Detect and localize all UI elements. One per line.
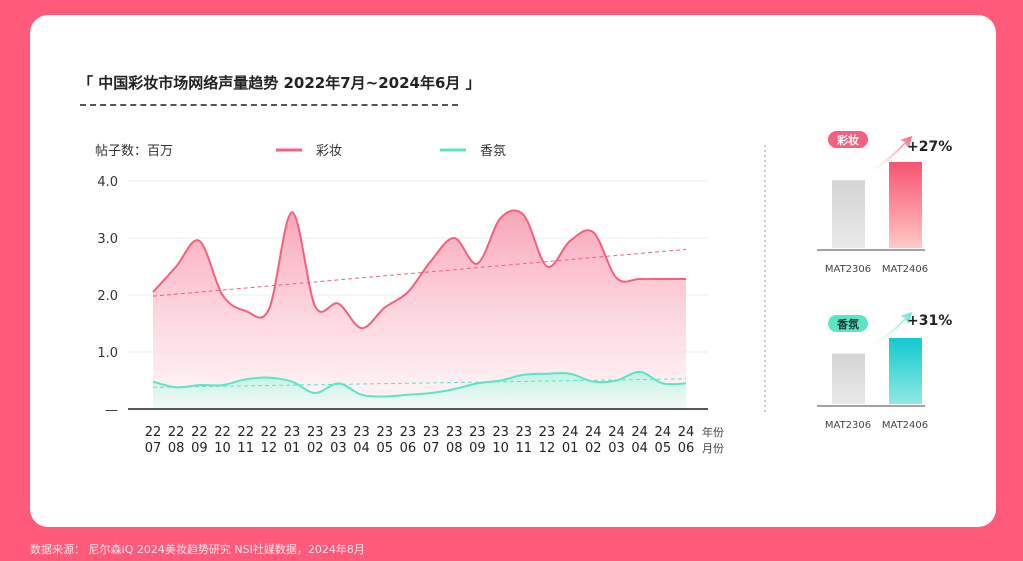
x-tick-month: 04 bbox=[353, 441, 370, 456]
x-tick-month: 06 bbox=[678, 441, 695, 456]
x-tick-year: 24 bbox=[608, 425, 625, 440]
x-tick-month: 08 bbox=[168, 441, 185, 456]
x-axis-ticks: 2207220822092210221122122301230223032304… bbox=[145, 425, 695, 456]
change-makeup: +27% bbox=[907, 139, 952, 155]
y-tick-label: 1.0 bbox=[97, 346, 118, 361]
x-tick-year: 24 bbox=[631, 425, 648, 440]
x-tick-month: 04 bbox=[631, 441, 648, 456]
x-unit-month: 月份 bbox=[702, 442, 724, 455]
x-tick-month: 09 bbox=[191, 441, 208, 456]
y-axis-label: 帖子数：百万 bbox=[95, 144, 173, 159]
x-tick-month: 03 bbox=[608, 441, 625, 456]
x-tick-month: 03 bbox=[330, 441, 347, 456]
x-tick-year: 22 bbox=[191, 425, 208, 440]
mini-label-makeup-curr: MAT2406 bbox=[882, 264, 928, 275]
x-tick-month: 12 bbox=[539, 441, 556, 456]
x-tick-year: 22 bbox=[261, 425, 278, 440]
mini-label-fragrance-prev: MAT2306 bbox=[825, 420, 871, 431]
badge-fragrance bbox=[828, 315, 868, 332]
x-tick-month: 07 bbox=[145, 441, 162, 456]
x-tick-year: 23 bbox=[469, 425, 486, 440]
x-tick-month: 09 bbox=[469, 441, 486, 456]
x-tick-month: 02 bbox=[307, 441, 324, 456]
x-tick-year: 23 bbox=[539, 425, 556, 440]
y-tick-label: 4.0 bbox=[97, 175, 118, 190]
badge-fragrance-label: 香氛 bbox=[836, 317, 859, 331]
x-tick-year: 24 bbox=[585, 425, 602, 440]
x-tick-year: 22 bbox=[237, 425, 254, 440]
x-tick-year: 23 bbox=[330, 425, 347, 440]
x-tick-year: 22 bbox=[145, 425, 162, 440]
page-title: 「 中国彩妆市场网络声量趋势 2022年7月~2024年6月 」 bbox=[78, 74, 481, 92]
x-tick-year: 22 bbox=[214, 425, 231, 440]
x-tick-month: 02 bbox=[585, 441, 602, 456]
trendline-fragrance bbox=[152, 378, 687, 388]
line-fragrance bbox=[152, 370, 687, 398]
y-tick-label: — bbox=[105, 403, 118, 418]
y-tick-label: 3.0 bbox=[97, 232, 118, 247]
x-tick-month: 08 bbox=[446, 441, 463, 456]
mini-bar bbox=[889, 162, 922, 248]
x-tick-month: 10 bbox=[492, 441, 509, 456]
data-source-note: 数据来源： 尼尔森IQ 2024美妆趋势研究 NSI社媒数据，2024年8月 bbox=[30, 543, 365, 556]
mini-bar bbox=[889, 338, 922, 404]
area-makeup bbox=[153, 210, 686, 409]
x-tick-year: 23 bbox=[446, 425, 463, 440]
x-tick-month: 05 bbox=[376, 441, 393, 456]
change-fragrance: +31% bbox=[907, 313, 952, 329]
x-tick-year: 23 bbox=[423, 425, 440, 440]
growth-arrow-icon bbox=[866, 136, 912, 175]
x-tick-month: 01 bbox=[284, 441, 301, 456]
x-tick-year: 23 bbox=[400, 425, 417, 440]
x-tick-month: 01 bbox=[562, 441, 579, 456]
line-makeup bbox=[152, 209, 686, 330]
legend-label-fragrance: 香氛 bbox=[480, 144, 506, 159]
badge-makeup bbox=[828, 131, 868, 148]
x-tick-month: 06 bbox=[400, 441, 417, 456]
x-tick-year: 23 bbox=[376, 425, 393, 440]
x-tick-year: 24 bbox=[678, 425, 695, 440]
x-tick-year: 23 bbox=[492, 425, 509, 440]
x-tick-year: 23 bbox=[284, 425, 301, 440]
y-tick-label: 2.0 bbox=[97, 289, 118, 304]
mini-bar bbox=[832, 353, 865, 404]
x-tick-month: 05 bbox=[655, 441, 672, 456]
x-tick-year: 24 bbox=[562, 425, 579, 440]
mini-label-fragrance-curr: MAT2406 bbox=[882, 420, 928, 431]
x-tick-year: 23 bbox=[353, 425, 370, 440]
x-tick-month: 12 bbox=[261, 441, 278, 456]
mini-chart-makeup: 彩妆 +27% MAT2306 MAT2406 bbox=[817, 131, 952, 275]
badge-makeup-label: 彩妆 bbox=[836, 133, 859, 147]
x-tick-year: 22 bbox=[168, 425, 185, 440]
x-tick-month: 10 bbox=[214, 441, 231, 456]
legend-label-makeup: 彩妆 bbox=[316, 144, 342, 159]
x-unit-year: 年份 bbox=[702, 425, 724, 439]
growth-arrow-icon bbox=[866, 312, 912, 349]
x-tick-year: 24 bbox=[655, 425, 672, 440]
x-tick-year: 23 bbox=[516, 425, 533, 440]
mini-bar bbox=[832, 180, 865, 248]
title-divider bbox=[80, 104, 458, 106]
mini-chart-fragrance: 香氛 +31% MAT2306 MAT2406 bbox=[817, 312, 952, 431]
x-tick-month: 11 bbox=[237, 441, 254, 456]
x-tick-year: 23 bbox=[307, 425, 324, 440]
x-tick-month: 07 bbox=[423, 441, 440, 456]
mini-label-makeup-prev: MAT2306 bbox=[825, 264, 871, 275]
y-axis-ticks: 4.0 3.0 2.0 1.0 — bbox=[97, 175, 118, 418]
trendline-makeup bbox=[152, 248, 687, 297]
x-tick-month: 11 bbox=[516, 441, 533, 456]
